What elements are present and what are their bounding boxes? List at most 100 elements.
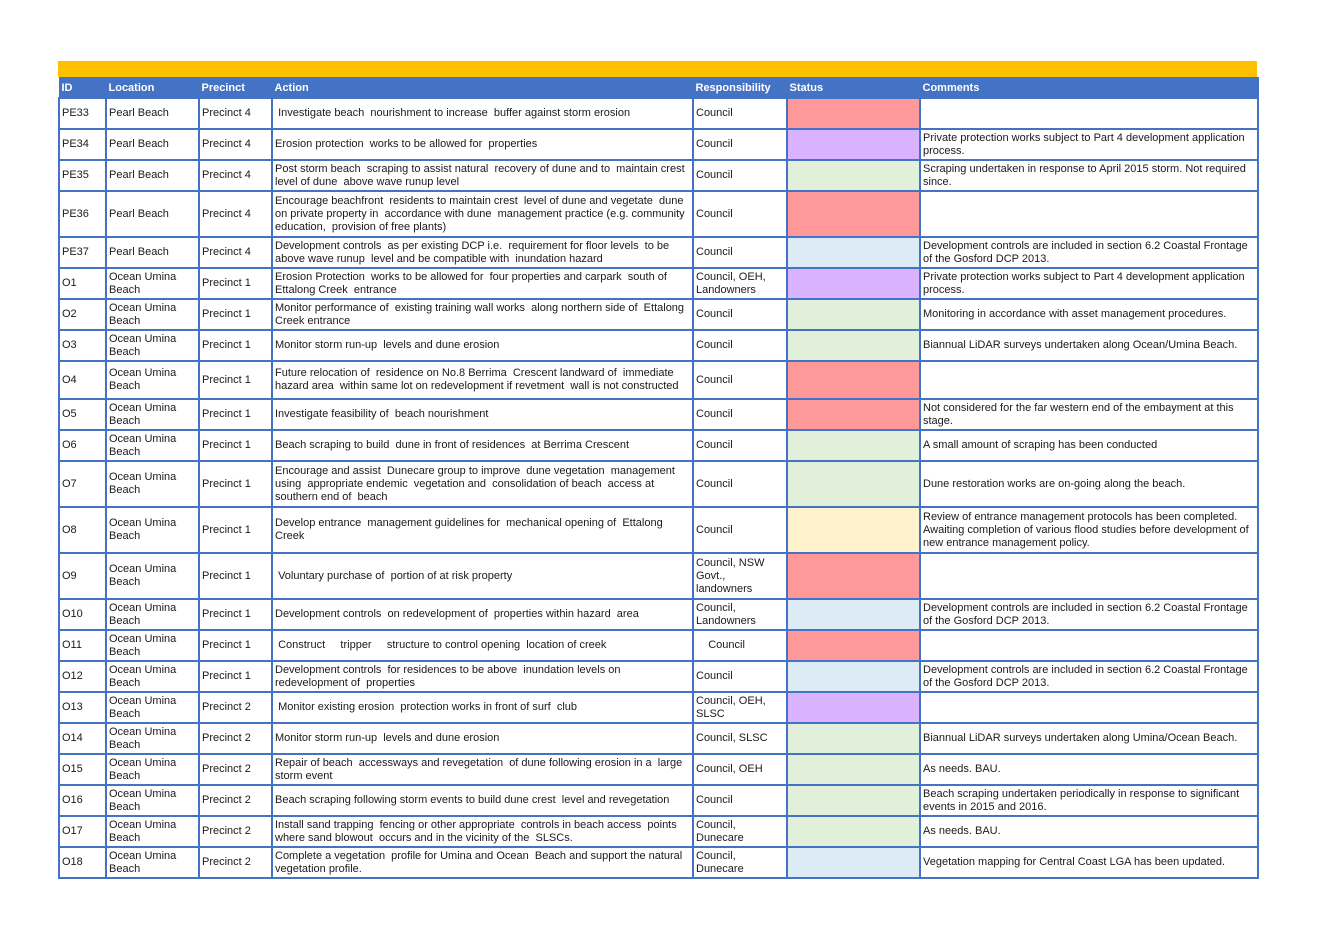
cell-precinct: Precinct 1 [198,267,273,300]
table-row: O9 Ocean Umina Beach Precinct 1 Voluntary … [58,552,1259,600]
cell-action: Investigate feasibility of beach nourish… [271,398,694,431]
status-swatch [786,552,921,600]
cell-location: Ocean Umina Beach [105,815,200,848]
status-swatch [786,329,921,362]
table-row: O17 Ocean Umina Beach Precinct 2 Install sa… [58,815,1259,848]
cell-precinct: Precinct 2 [198,691,273,724]
status-swatch [786,460,921,508]
cell-location: Ocean Umina Beach [105,660,200,693]
cell-id: O11 [58,629,107,662]
cell-id: PE35 [58,159,107,192]
cell-action: Future relocation of residence on No.8 B… [271,360,694,400]
cell-location: Pearl Beach [105,97,200,130]
status-swatch [786,660,921,693]
table-row: O1 Ocean Umina Beach Precinct 1 Erosion Pro… [58,267,1259,300]
status-swatch [786,753,921,786]
cell-responsibility: Council [692,159,788,192]
cell-comments [919,97,1259,130]
cell-precinct: Precinct 1 [198,429,273,462]
cell-location: Ocean Umina Beach [105,629,200,662]
status-swatch [786,298,921,331]
cell-id: PE36 [58,190,107,238]
status-swatch [786,691,921,724]
cell-responsibility: Council, OEH, Landowners [692,267,788,300]
cell-location: Ocean Umina Beach [105,722,200,755]
cell-precinct: Precinct 4 [198,128,273,161]
table-row: O15 Ocean Umina Beach Precinct 2 Repair of … [58,753,1259,786]
cell-responsibility: Council, OEH [692,753,788,786]
status-swatch [786,429,921,462]
cell-comments: As needs. BAU. [919,753,1259,786]
cell-location: Ocean Umina Beach [105,398,200,431]
cell-id: O9 [58,552,107,600]
cell-responsibility: Council [692,506,788,554]
status-swatch [786,722,921,755]
cell-responsibility: Council, NSW Govt., landowners [692,552,788,600]
table-row: O16 Ocean Umina Beach Precinct 2 Beach scra… [58,784,1259,817]
cell-action: Install sand trapping fencing or other a… [271,815,694,848]
cell-responsibility: Council [692,629,788,662]
cell-precinct: Precinct 1 [198,398,273,431]
cell-precinct: Precinct 1 [198,506,273,554]
cell-id: O13 [58,691,107,724]
cell-location: Ocean Umina Beach [105,329,200,362]
cell-action: Monitor performance of existing training… [271,298,694,331]
status-swatch [786,784,921,817]
cell-id: O14 [58,722,107,755]
cell-id: O3 [58,329,107,362]
cell-location: Pearl Beach [105,128,200,161]
cell-precinct: Precinct 1 [198,629,273,662]
status-swatch [786,128,921,161]
cell-precinct: Precinct 4 [198,97,273,130]
cell-precinct: Precinct 1 [198,360,273,400]
cell-id: O4 [58,360,107,400]
cell-precinct: Precinct 4 [198,236,273,269]
cell-comments: Dune restoration works are on-going alon… [919,460,1259,508]
table-row: O18 Ocean Umina Beach Precinct 2 Complete a… [58,846,1259,879]
cell-action: Investigate beach nourishment to increas… [271,97,694,130]
cell-precinct: Precinct 4 [198,159,273,192]
cell-comments: Beach scraping undertaken periodically i… [919,784,1259,817]
status-swatch [786,190,921,238]
cell-location: Ocean Umina Beach [105,267,200,300]
cell-action: Beach scraping to build dune in front of… [271,429,694,462]
cell-location: Pearl Beach [105,236,200,269]
cell-comments: Private protection works subject to Part… [919,128,1259,161]
table-row: O6 Ocean Umina Beach Precinct 1 Beach scrap… [58,429,1259,462]
cell-location: Ocean Umina Beach [105,506,200,554]
cell-action: Beach scraping following storm events to… [271,784,694,817]
cell-comments [919,629,1259,662]
cell-precinct: Precinct 2 [198,753,273,786]
cell-comments: Development controls are included in sec… [919,660,1259,693]
cell-location: Pearl Beach [105,190,200,238]
cell-location: Ocean Umina Beach [105,298,200,331]
cell-location: Ocean Umina Beach [105,691,200,724]
cell-comments: As needs. BAU. [919,815,1259,848]
cell-responsibility: Council, Dunecare [692,815,788,848]
col-header-action: Action [271,77,694,99]
cell-action: Construct tripper structure to control o… [271,629,694,662]
cell-comments: Biannual LiDAR surveys undertaken along … [919,722,1259,755]
table-row: O5 Ocean Umina Beach Precinct 1 Investigate… [58,398,1259,431]
table-row: O14 Ocean Umina Beach Precinct 2 Monitor st… [58,722,1259,755]
cell-comments [919,190,1259,238]
cell-responsibility: Council [692,236,788,269]
table-row: O3 Ocean Umina Beach Precinct 1 Monitor sto… [58,329,1259,362]
cell-id: PE34 [58,128,107,161]
status-swatch [786,398,921,431]
cell-precinct: Precinct 2 [198,846,273,879]
cell-location: Ocean Umina Beach [105,429,200,462]
cell-action: Development controls for residences to b… [271,660,694,693]
cell-action: Encourage beachfront residents to mainta… [271,190,694,238]
cell-responsibility: Council [692,97,788,130]
cell-action: Erosion Protection works to be allowed f… [271,267,694,300]
status-swatch [786,236,921,269]
cell-precinct: Precinct 1 [198,660,273,693]
cell-precinct: Precinct 4 [198,190,273,238]
cell-id: O17 [58,815,107,848]
cell-comments: A small amount of scraping has been cond… [919,429,1259,462]
cell-comments: Development controls are included in sec… [919,598,1259,631]
cell-action: Monitor existing erosion protection work… [271,691,694,724]
cell-id: O7 [58,460,107,508]
cell-responsibility: Council [692,190,788,238]
